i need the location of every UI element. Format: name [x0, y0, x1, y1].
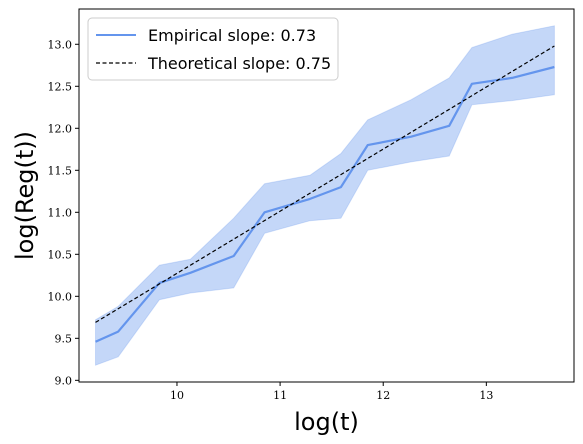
legend: Empirical slope: 0.73 Theoretical slope:… — [87, 17, 339, 81]
x-tick-label: 13 — [479, 389, 493, 402]
y-axis-label: log(Reg(t)) — [11, 131, 39, 260]
x-tick-label: 12 — [376, 389, 390, 402]
y-tick-label: 10.0 — [48, 290, 73, 303]
axes-frame — [78, 8, 575, 383]
y-tick-label: 12.5 — [48, 80, 73, 93]
x-tick-label: 11 — [273, 389, 287, 402]
legend-label-empirical: Empirical slope: 0.73 — [148, 26, 316, 45]
y-tick-label: 10.5 — [48, 248, 73, 261]
series-line-layer — [95, 45, 555, 343]
confidence-band-layer — [95, 25, 555, 366]
y-tick-label: 9.5 — [55, 332, 73, 345]
y-tick-label: 12.0 — [48, 122, 73, 135]
y-tick-label: 9.0 — [55, 374, 73, 387]
y-tick-label: 11.5 — [48, 164, 73, 177]
y-tick-label: 13.0 — [48, 38, 73, 51]
x-axis-label: log(t) — [294, 408, 359, 436]
x-tick-label: 10 — [170, 389, 184, 402]
tick-layer: 10 11 12 13 9.0 9.5 10.0 10.5 11.0 11.5 12.0 12.5 13… — [48, 38, 494, 402]
legend-box — [87, 17, 339, 81]
confidence-band-empirical — [95, 25, 555, 366]
series-line-theoretical — [95, 45, 555, 323]
y-tick-label: 11.0 — [48, 206, 73, 219]
legend-label-theoretical: Theoretical slope: 0.75 — [147, 54, 331, 73]
